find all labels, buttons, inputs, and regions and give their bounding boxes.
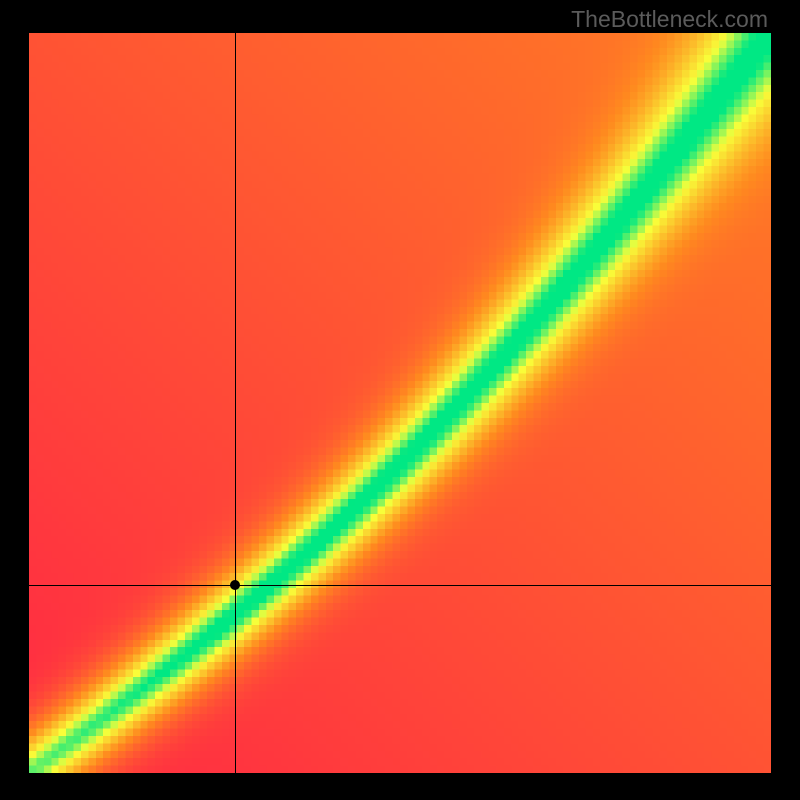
heatmap-canvas bbox=[29, 33, 771, 773]
crosshair-vertical bbox=[235, 33, 236, 773]
crosshair-horizontal bbox=[29, 585, 771, 586]
watermark-text: TheBottleneck.com bbox=[571, 6, 768, 33]
heatmap-plot bbox=[29, 33, 771, 773]
